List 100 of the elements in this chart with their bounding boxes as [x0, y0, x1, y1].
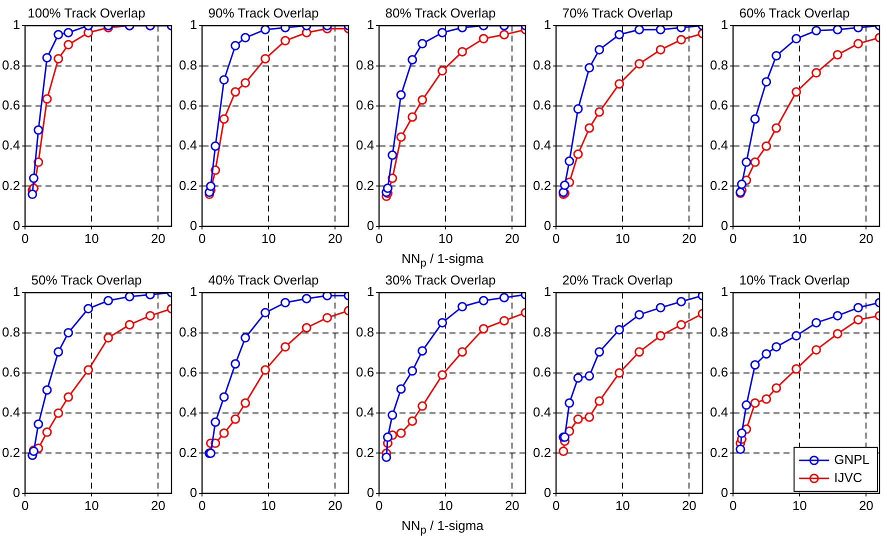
point [458, 347, 468, 357]
point [322, 292, 332, 300]
point [812, 345, 822, 355]
point [762, 141, 772, 151]
point [42, 52, 52, 62]
y-tick-label: 0.4 [532, 404, 552, 420]
y-tick-label: 0.8 [178, 324, 198, 340]
y-tick-label: 0.8 [710, 57, 728, 72]
y-tick-label: 0.4 [532, 138, 552, 153]
point [458, 302, 468, 312]
point [382, 184, 392, 193]
x-tick-label: 10 [615, 230, 630, 246]
point [742, 400, 752, 410]
y-tick-label: 0.6 [532, 364, 552, 380]
point [594, 107, 604, 117]
point [478, 324, 488, 334]
y-tick-label: 0.6 [178, 364, 198, 380]
x-tick-label: 10 [261, 498, 276, 513]
point [34, 125, 44, 135]
point [280, 342, 290, 352]
point [396, 90, 406, 100]
y-tick-label: 0 [544, 484, 552, 500]
point [634, 26, 644, 34]
point [458, 46, 468, 56]
y-tick-label: 1 [190, 17, 198, 32]
point [438, 318, 448, 328]
point [42, 94, 52, 104]
point [676, 26, 686, 32]
y-tick-label: 0.8 [532, 57, 552, 72]
y-tick-label: 0 [544, 218, 552, 233]
y-tick-label: 0.6 [532, 98, 552, 112]
y-tick-label: 0.6 [2, 98, 20, 112]
point [438, 66, 448, 76]
y-tick-label: 0.2 [710, 178, 728, 193]
x-tick-label: 10 [615, 498, 630, 513]
point [418, 95, 428, 105]
y-tick-label: 0.6 [710, 98, 728, 112]
point [792, 331, 802, 341]
y-tick-label: 0.4 [178, 404, 198, 420]
chart-title: 100% Track Overlap [28, 5, 146, 20]
point [560, 180, 570, 190]
point [219, 392, 229, 402]
point [853, 38, 863, 48]
y-tick-label: 1 [544, 284, 552, 300]
y-tick-label: 0.8 [356, 324, 374, 340]
point [230, 40, 240, 50]
point [736, 428, 746, 438]
legend-label: IJVC [834, 470, 862, 485]
x-axis-title: NN$_{p}$ / 1-sigma [400, 517, 484, 538]
point [230, 87, 240, 97]
point [64, 392, 74, 402]
point [832, 329, 842, 339]
y-tick-label: 1 [720, 284, 728, 300]
point [240, 333, 250, 343]
point [499, 292, 509, 302]
point [832, 310, 842, 320]
x-tick-label: 20 [150, 498, 166, 513]
point [388, 150, 398, 160]
point [145, 292, 155, 300]
point [499, 30, 509, 40]
point [656, 44, 666, 54]
point [302, 322, 312, 332]
y-tick-label: 0.8 [2, 57, 20, 72]
x-tick-label: 20 [858, 498, 874, 513]
y-tick-label: 0.4 [356, 404, 374, 420]
point [396, 428, 406, 438]
point [634, 310, 644, 320]
y-tick-label: 0.2 [710, 444, 728, 460]
point [408, 112, 418, 122]
point [396, 384, 406, 394]
point [54, 408, 64, 418]
point [418, 38, 428, 48]
x-tick-label: 10 [438, 230, 453, 246]
chart-title: 10% Track Overlap [739, 272, 850, 288]
y-tick-label: 0 [12, 484, 20, 500]
point [219, 114, 229, 124]
point [772, 342, 782, 352]
point [676, 296, 686, 306]
y-tick-label: 0.6 [178, 98, 198, 112]
point [408, 416, 418, 426]
point [418, 346, 428, 356]
y-tick-label: 0 [366, 218, 374, 233]
y-tick-label: 0.4 [178, 138, 198, 153]
point [478, 296, 488, 306]
point [614, 325, 624, 334]
point [240, 78, 250, 88]
point [499, 316, 509, 326]
point [558, 446, 568, 456]
x-tick-label: 20 [504, 498, 520, 513]
point [64, 328, 74, 338]
x-tick-label: 20 [504, 230, 520, 246]
point [396, 132, 406, 142]
point [104, 333, 114, 343]
y-tick-label: 0 [720, 218, 728, 233]
point [614, 368, 624, 378]
y-tick-label: 1 [12, 17, 20, 32]
y-tick-label: 0 [366, 484, 374, 500]
point [762, 394, 772, 404]
y-tick-label: 0.8 [2, 324, 20, 340]
point [584, 63, 594, 73]
